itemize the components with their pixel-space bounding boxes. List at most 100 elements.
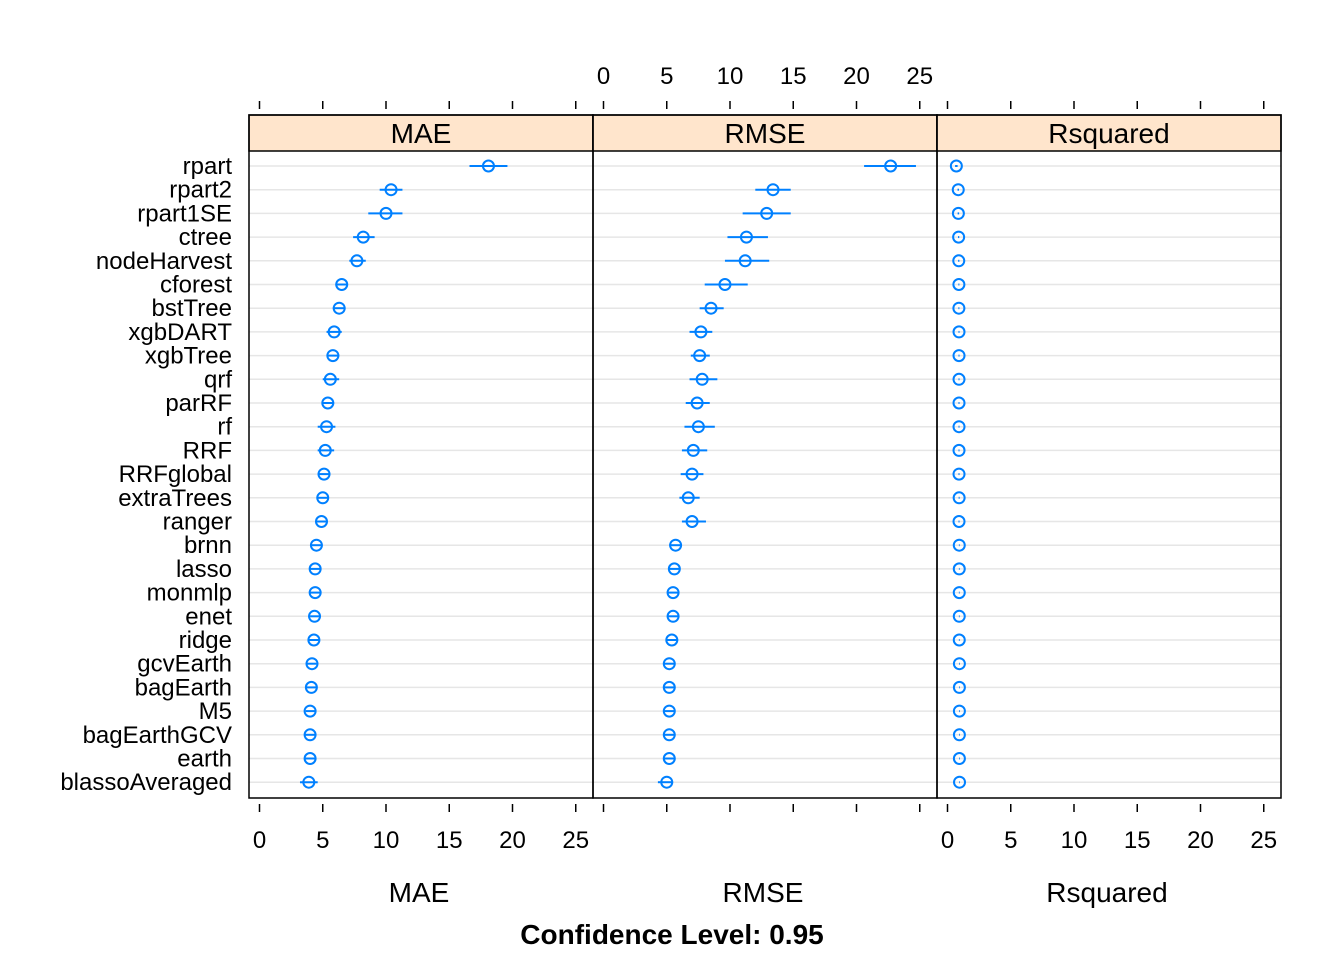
estimate-point xyxy=(681,491,695,505)
estimate-point xyxy=(321,396,335,410)
estimate-point xyxy=(704,301,718,315)
estimate-point xyxy=(738,254,752,268)
estimate-point xyxy=(323,372,337,386)
estimate-point xyxy=(308,586,322,600)
estimate-point xyxy=(660,775,674,789)
tick-label: 5 xyxy=(316,827,329,854)
estimate-point xyxy=(766,183,780,197)
estimate-point xyxy=(327,325,341,339)
estimate-point xyxy=(951,206,965,220)
estimate-point xyxy=(952,538,966,552)
estimate-point xyxy=(666,586,680,600)
estimate-point xyxy=(303,752,317,765)
label-layer: rpartrpart2rpart1SEctreenodeHarvestcfore… xyxy=(60,153,232,796)
tick-label: 0 xyxy=(941,827,954,854)
estimate-point xyxy=(662,728,676,742)
panel-frame xyxy=(592,114,938,799)
estimate-point xyxy=(952,657,966,671)
model-label: rf xyxy=(217,414,232,441)
estimate-point xyxy=(695,372,709,386)
interval-layer xyxy=(299,159,967,789)
estimate-point xyxy=(952,515,966,528)
model-label: bagEarth xyxy=(135,674,232,701)
estimate-point xyxy=(314,515,328,528)
estimate-point xyxy=(952,467,966,481)
model-label: cforest xyxy=(160,272,232,299)
model-label: parRF xyxy=(165,390,232,417)
chart-subtitle: Confidence Level: 0.95 xyxy=(520,919,823,950)
tick-label: 10 xyxy=(717,63,744,90)
tick-label: 15 xyxy=(1124,827,1151,854)
model-label: M5 xyxy=(199,698,232,725)
tick-label: 5 xyxy=(1004,827,1017,854)
model-label: rpart xyxy=(183,153,233,180)
estimate-point xyxy=(481,159,495,173)
estimate-point xyxy=(739,230,753,244)
model-label: gcvEarth xyxy=(137,651,232,678)
estimate-point xyxy=(952,230,966,244)
estimate-point xyxy=(953,775,967,789)
estimate-point xyxy=(952,349,966,363)
model-label: xgbDART xyxy=(128,319,232,346)
estimate-point xyxy=(952,633,966,647)
estimate-point xyxy=(951,183,965,197)
model-label: extraTrees xyxy=(118,485,232,512)
panel-frame xyxy=(936,114,1282,799)
estimate-point xyxy=(952,562,966,576)
model-label: qrf xyxy=(204,366,232,393)
estimate-point xyxy=(320,420,334,434)
estimate-point xyxy=(952,491,966,505)
estimate-point xyxy=(693,349,707,363)
tick-label: 0 xyxy=(597,63,610,90)
tick-label: 10 xyxy=(1061,827,1088,854)
estimate-point xyxy=(952,609,966,623)
tick-label: 25 xyxy=(562,827,589,854)
estimate-point xyxy=(691,420,705,434)
estimate-point xyxy=(685,515,699,528)
model-label: earth xyxy=(177,746,232,773)
estimate-point xyxy=(718,278,732,291)
model-label: ctree xyxy=(179,224,232,251)
tick-label: 20 xyxy=(499,827,526,854)
estimate-point xyxy=(303,704,317,718)
panel-strip-label: MAE xyxy=(391,118,452,149)
estimate-point xyxy=(303,728,317,742)
model-label: enet xyxy=(185,603,232,630)
panel-strip-label: RMSE xyxy=(725,118,806,149)
estimate-point xyxy=(952,443,966,457)
estimate-point xyxy=(335,278,349,291)
estimate-point xyxy=(665,633,679,647)
estimate-point xyxy=(316,491,330,505)
tick-label: 0 xyxy=(253,827,266,854)
estimate-point xyxy=(685,467,699,481)
estimate-point xyxy=(379,206,393,220)
estimate-point xyxy=(662,657,676,671)
estimate-point xyxy=(662,752,676,765)
tick-label: 15 xyxy=(780,63,807,90)
estimate-point xyxy=(952,420,966,434)
estimate-point xyxy=(952,680,966,694)
model-label: bagEarthGCV xyxy=(83,722,232,749)
estimate-point xyxy=(952,396,966,410)
estimate-point xyxy=(952,752,966,765)
estimate-point xyxy=(884,159,898,173)
model-label: RRF xyxy=(183,437,232,464)
estimate-point xyxy=(309,538,323,552)
estimate-point xyxy=(952,278,966,291)
estimate-point xyxy=(302,775,316,789)
model-label: brnn xyxy=(184,532,232,559)
estimate-point xyxy=(952,325,966,339)
estimate-point xyxy=(952,586,966,600)
estimate-point xyxy=(952,704,966,718)
panel-strip-label: Rsquared xyxy=(1048,118,1169,149)
model-label: nodeHarvest xyxy=(96,248,232,275)
estimate-point xyxy=(317,467,331,481)
axis-layer: 0 5 10 15 20 25 MAE 0 5 10 15 20 25 RMSE 0 5 10 15 20 25 Rsq… xyxy=(253,63,1277,908)
estimate-point xyxy=(318,443,332,457)
estimate-point xyxy=(952,301,966,315)
tick-label: 25 xyxy=(906,63,933,90)
tick-label: 5 xyxy=(660,63,673,90)
model-label: monmlp xyxy=(147,580,232,607)
model-label: ridge xyxy=(179,627,232,654)
